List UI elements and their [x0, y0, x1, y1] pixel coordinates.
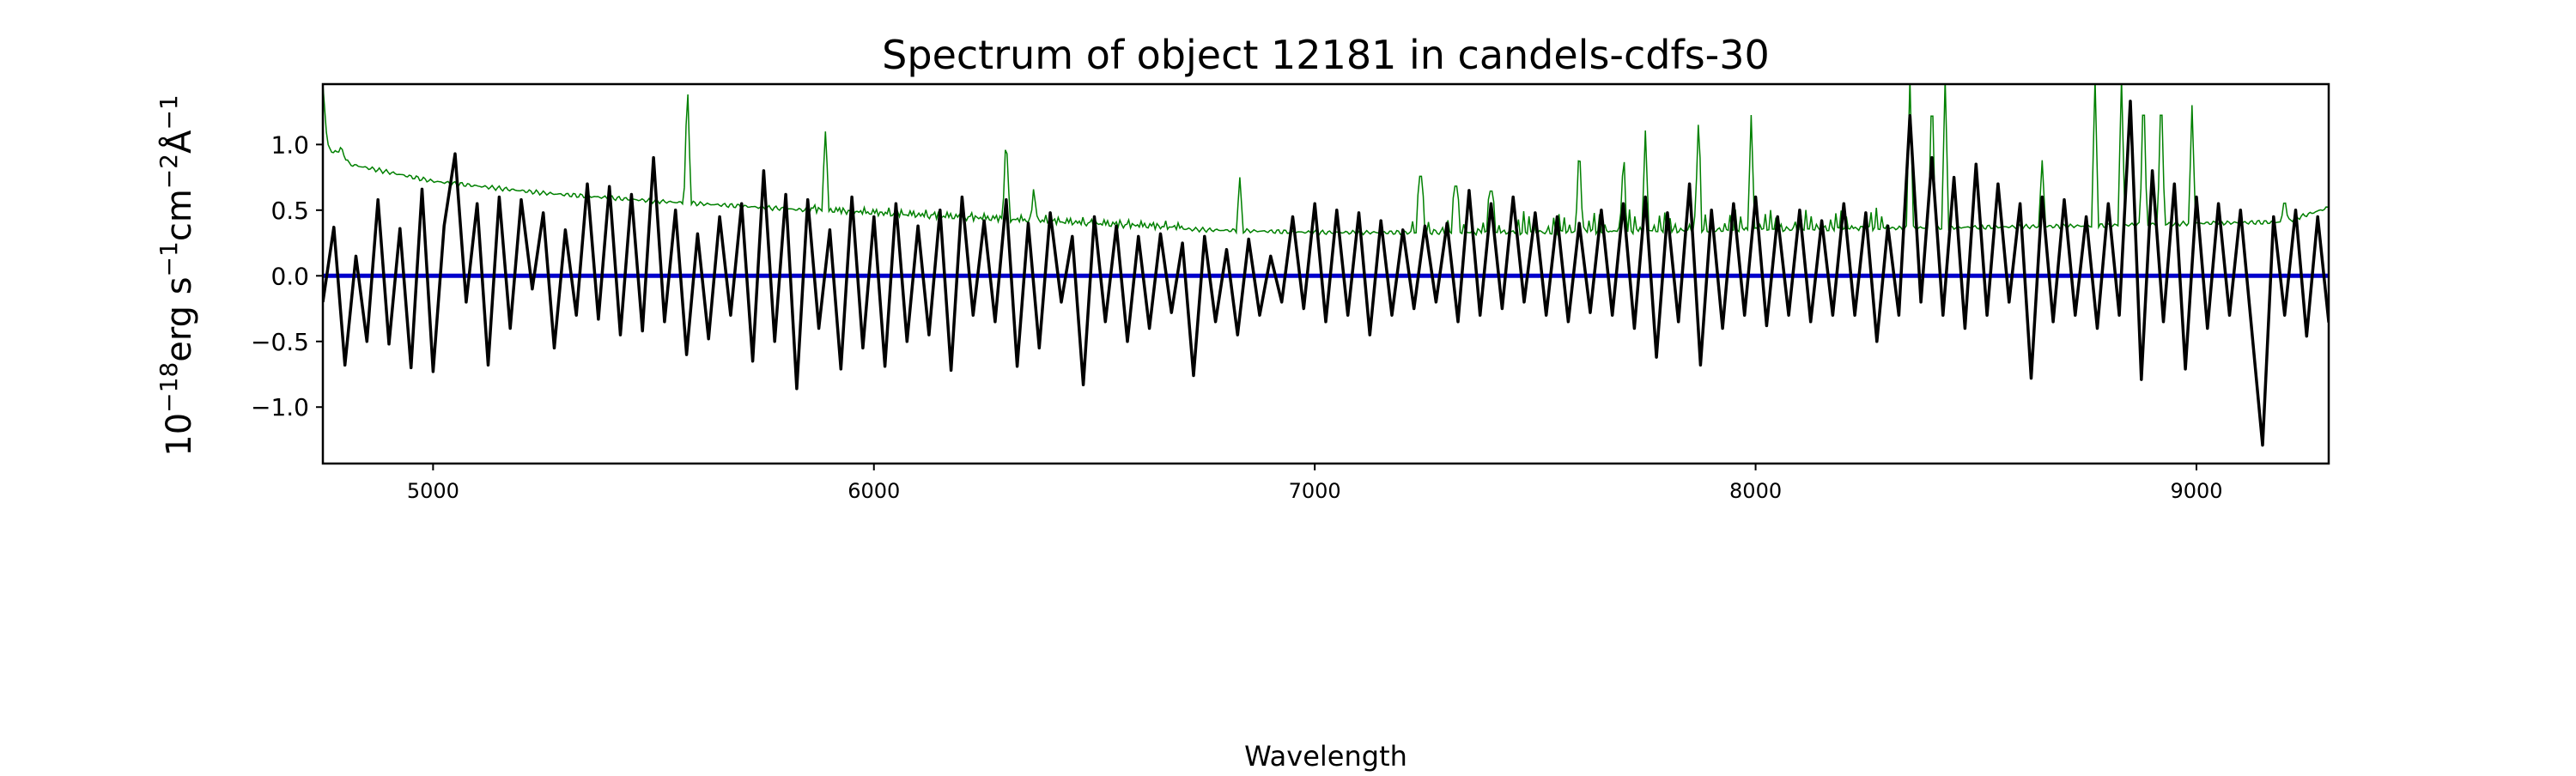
- y-tick-label: 0.5: [270, 197, 309, 225]
- y-tick-label: −1.0: [251, 393, 309, 421]
- x-tick-label: 7000: [1289, 479, 1341, 503]
- x-axis-label: Wavelength: [1244, 740, 1407, 773]
- y-tick-label: 0.0: [270, 262, 309, 290]
- plot-frame: [321, 82, 2330, 465]
- chart-title: Spectrum of object 12181 in candels-cdfs…: [882, 32, 1770, 78]
- plot-area: 5000 6000 7000 8000 9000 1.0 0.5 0.0 −0.5 −1.0: [251, 82, 2330, 503]
- x-tick-label: 5000: [407, 479, 459, 503]
- error-spectrum-line: [323, 84, 2329, 237]
- y-tick-label: −0.5: [251, 328, 309, 356]
- x-tick-label: 6000: [848, 479, 900, 503]
- y-axis-label: 10−18erg s−1cm−2Å−1: [155, 94, 199, 456]
- x-tick-label: 9000: [2170, 479, 2222, 503]
- x-tick-label: 8000: [1729, 479, 1782, 503]
- y-tick-label: 1.0: [270, 130, 309, 159]
- flux-spectrum-line: [323, 100, 2329, 447]
